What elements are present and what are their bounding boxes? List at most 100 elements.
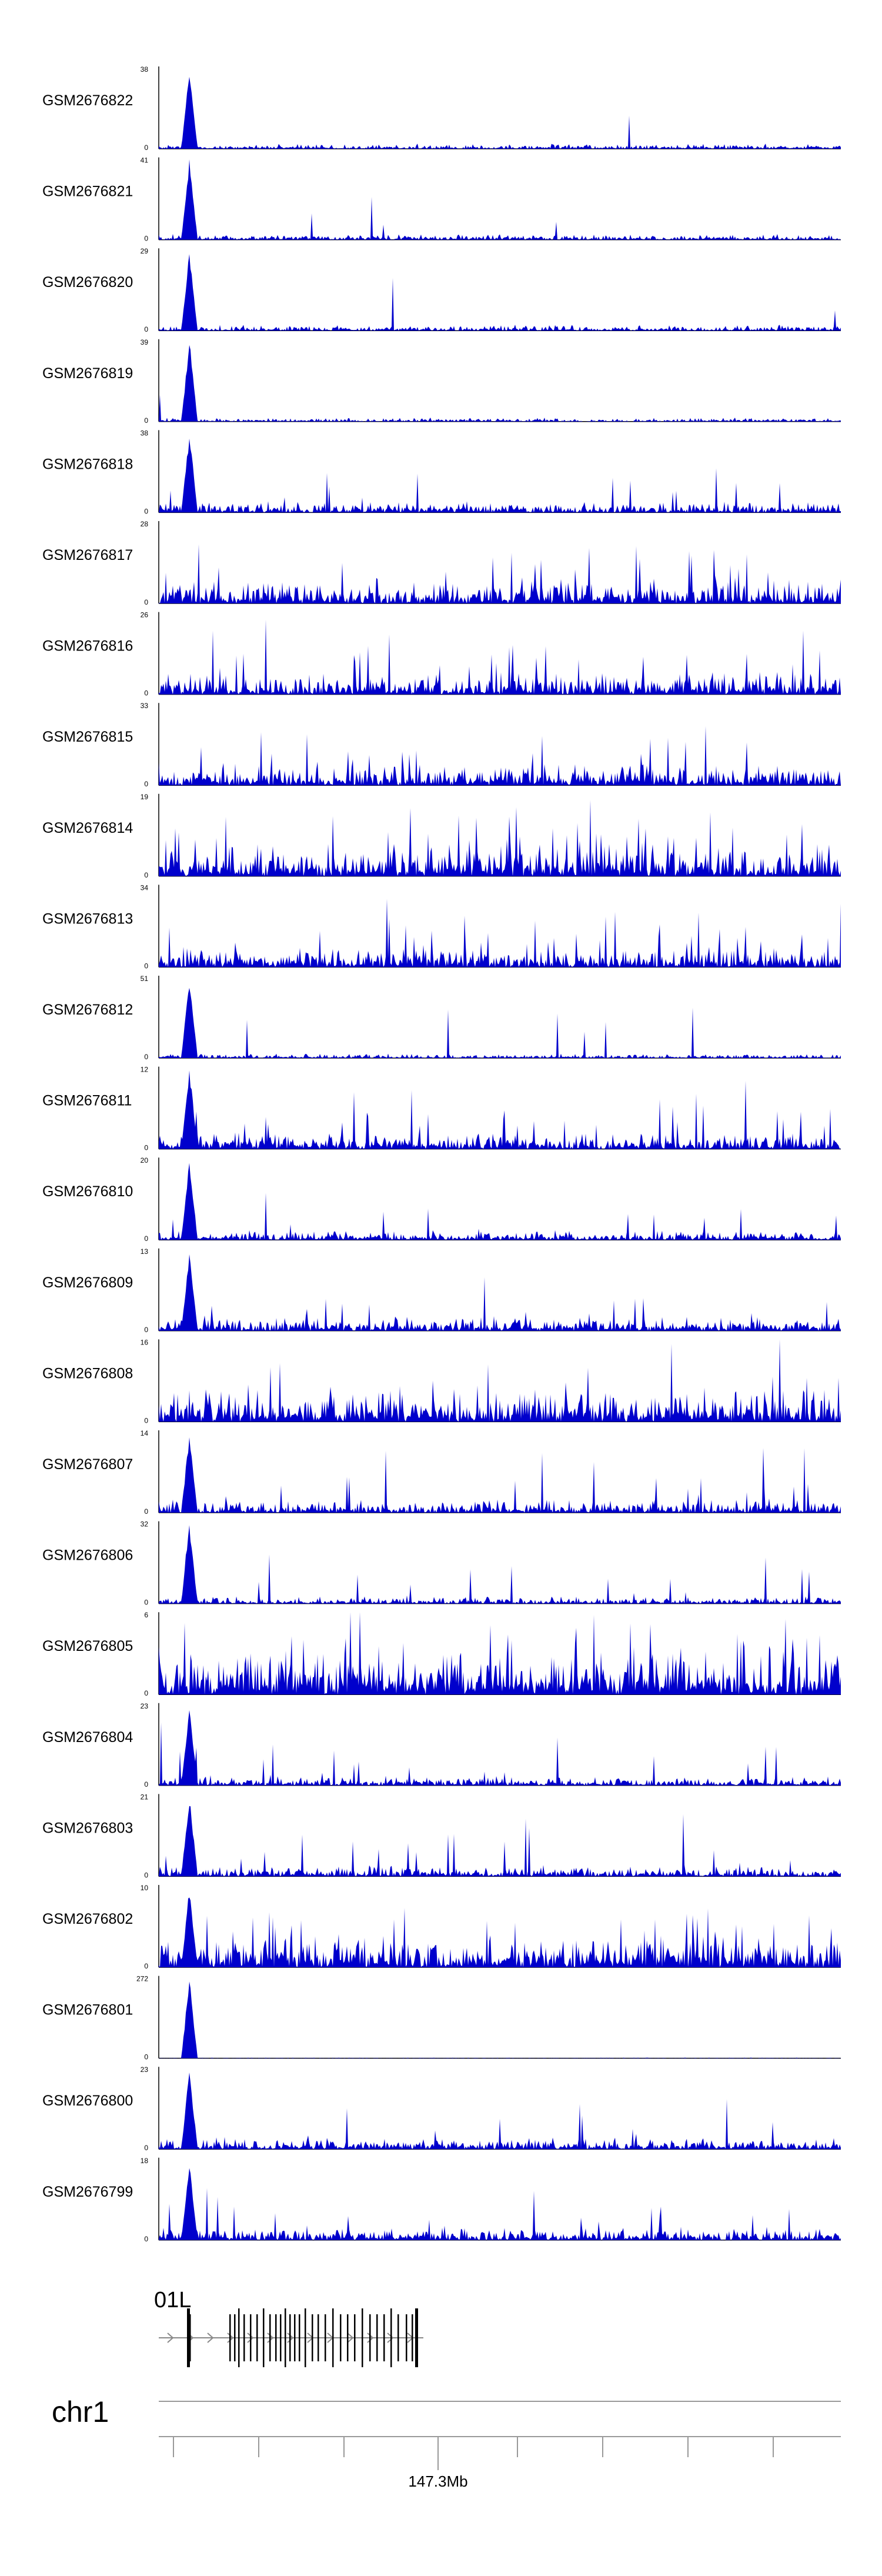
track-ymin-label: 0 [144, 1871, 148, 1879]
track-ymin-label: 0 [144, 598, 148, 606]
exon [362, 2308, 363, 2367]
exon [305, 2308, 306, 2367]
track-ymax-label: 272 [136, 1975, 148, 1983]
track-signal [159, 438, 841, 513]
track-ymin-label: 0 [144, 689, 148, 698]
track-ymax-label: 13 [141, 1247, 149, 1256]
track-ymax-label: 23 [141, 2066, 149, 2074]
track-label: GSM2676818 [42, 456, 133, 472]
track-label: GSM2676809 [42, 1274, 133, 1291]
track-label: GSM2676805 [42, 1638, 133, 1654]
strand-arrow [167, 2333, 174, 2343]
exon [318, 2314, 319, 2361]
exon [280, 2314, 282, 2361]
track-label: GSM2676800 [42, 2093, 133, 2109]
exon [187, 2308, 190, 2367]
track-label: GSM2676811 [42, 1093, 132, 1109]
track-signal [159, 1437, 841, 1513]
track-ymax-label: 23 [141, 1702, 149, 1710]
track-ymin-label: 0 [144, 871, 148, 879]
track-ymax-label: 18 [141, 2157, 149, 2165]
exon [269, 2314, 271, 2361]
track-ymax-label: 16 [141, 1338, 149, 1346]
tick-label-147-3mb: 147.3Mb [408, 2472, 467, 2490]
track-ymin-label: 0 [144, 1599, 148, 1607]
track-label: GSM2676808 [42, 1365, 133, 1382]
track-signal [159, 345, 841, 422]
track-ymin-label: 0 [144, 507, 148, 515]
track-ymax-label: 26 [141, 611, 149, 619]
strand-arrow [247, 2333, 254, 2343]
exon [229, 2314, 231, 2361]
track-ymin-label: 0 [144, 144, 148, 152]
track-ymax-label: 10 [141, 1884, 149, 1892]
track-ymax-label: 20 [141, 1156, 149, 1164]
track-ymax-label: 29 [141, 247, 149, 255]
track-GSM2676821: GSM2676821 41 0 [42, 156, 841, 243]
track-GSM2676818: GSM2676818 38 0 [42, 429, 841, 515]
track-GSM2676814: GSM2676814 19 0 [42, 793, 841, 879]
track-GSM2676813: GSM2676813 34 0 [42, 883, 841, 970]
track-label: GSM2676812 [42, 1002, 133, 1018]
exon [289, 2314, 291, 2361]
track-ymin-label: 0 [144, 2235, 148, 2243]
exon [347, 2314, 349, 2361]
exon [325, 2314, 326, 2361]
track-signal [159, 899, 841, 967]
track-ymin-label: 0 [144, 1962, 148, 1970]
track-ymax-label: 28 [141, 520, 149, 528]
track-signal [159, 1254, 841, 1331]
track-signal [159, 2168, 841, 2240]
track-label: GSM2676807 [42, 1456, 133, 1473]
exon [275, 2314, 277, 2361]
track-signal [159, 1339, 841, 1422]
track-signal [159, 76, 841, 149]
track-GSM2676799: GSM2676799 18 0 [42, 2157, 841, 2243]
track-ymin-label: 0 [144, 325, 148, 333]
track-label: GSM2676810 [42, 1183, 133, 1200]
track-label: GSM2676817 [42, 547, 133, 563]
exon [299, 2314, 300, 2361]
track-ymax-label: 39 [141, 338, 149, 346]
track-signal [159, 1897, 841, 1967]
track-GSM2676803: GSM2676803 21 0 [42, 1793, 841, 1879]
exon [332, 2308, 334, 2367]
track-GSM2676815: GSM2676815 33 0 [42, 702, 841, 788]
track-signal [159, 2072, 841, 2150]
track-ymin-label: 0 [144, 2144, 148, 2152]
track-ymax-label: 12 [141, 1066, 149, 1074]
exon [243, 2314, 245, 2361]
exon [189, 2314, 191, 2361]
track-ymin-label: 0 [144, 235, 148, 243]
track-ymax-label: 41 [141, 156, 149, 165]
exon [376, 2314, 378, 2361]
track-ymin-label: 0 [144, 780, 148, 788]
track-label: GSM2676806 [42, 1547, 133, 1564]
strand-arrow [387, 2333, 394, 2343]
exon [390, 2308, 392, 2367]
track-signal [159, 1612, 841, 1695]
gene-exons [187, 2308, 418, 2367]
track-label: GSM2676819 [42, 365, 133, 382]
track-label: GSM2676803 [42, 1820, 133, 1836]
track-ymax-label: 19 [141, 793, 149, 801]
track-signal [159, 800, 841, 876]
exon [354, 2314, 356, 2361]
track-ymax-label: 38 [141, 429, 149, 437]
chromosome-ruler: chr1 147.3Mb [52, 2395, 841, 2490]
exon [406, 2314, 407, 2361]
track-ymin-label: 0 [144, 1234, 148, 1243]
track-label: GSM2676821 [42, 183, 133, 200]
signal-tracks: GSM2676822380GSM2676821410GSM2676820290G… [42, 65, 841, 2243]
track-signal [159, 1981, 841, 2058]
exon [234, 2314, 236, 2361]
track-signal [159, 1070, 841, 1149]
track-GSM2676810: GSM2676810 20 0 [42, 1156, 841, 1243]
track-ymin-label: 0 [144, 2053, 148, 2061]
track-label: GSM2676802 [42, 1911, 133, 1927]
track-ymin-label: 0 [144, 1507, 148, 1516]
track-label: GSM2676799 [42, 2184, 133, 2200]
track-label: GSM2676813 [42, 910, 133, 927]
track-label: GSM2676816 [42, 638, 133, 655]
exon [238, 2308, 240, 2367]
